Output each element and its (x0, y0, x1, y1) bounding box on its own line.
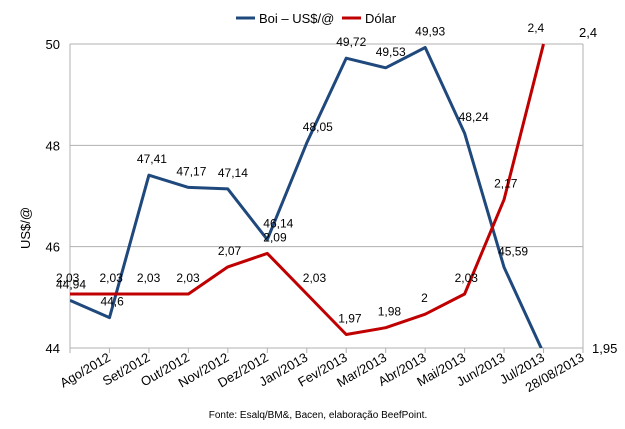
legend: Boi – US$/@ Dólar (236, 11, 397, 26)
data-label: 47,17 (176, 164, 206, 178)
data-label: 47,14 (218, 166, 248, 180)
y-tick-label: 48 (46, 138, 60, 153)
y-axis-label: US$/@ (18, 207, 33, 249)
source-note: Fonte: Esalq/BM&, Bacen, elaboração Beef… (209, 410, 427, 421)
data-label: 2,03 (56, 271, 80, 285)
data-label: 2 (421, 291, 428, 305)
data-label: 2,03 (137, 271, 161, 285)
data-label: 2,09 (263, 230, 287, 244)
data-label: 44,94 (56, 277, 86, 291)
data-label: 48,24 (459, 110, 489, 124)
data-label: 49,53 (376, 45, 406, 59)
data-label: 2,4 (528, 21, 545, 35)
series-line-boi (70, 46, 543, 348)
data-label: 2,07 (218, 244, 242, 258)
data-label: 49,72 (336, 35, 366, 49)
y-right-tick-label: 2,4 (579, 25, 597, 40)
x-axis-ticks: Ago/2012Set/2012Out/2012Nov/2012Dez/2012… (57, 348, 587, 395)
data-label: 2,03 (303, 271, 327, 285)
data-label: 48,05 (303, 120, 333, 134)
data-label: 1,98 (378, 305, 402, 319)
data-label: 44,6 (100, 295, 124, 309)
legend-label: Dólar (365, 11, 397, 26)
y-axis-right-ticks: 1,95 2,4 (579, 25, 617, 356)
y-tick-label: 50 (46, 37, 60, 52)
data-label: 46,14 (263, 217, 293, 231)
data-label: 45,59 (498, 244, 528, 258)
data-label: 2,03 (455, 271, 479, 285)
y-tick-label: 44 (46, 341, 60, 356)
y-tick-label: 46 (46, 240, 60, 255)
y-axis-left-ticks: 44 46 48 50 (46, 37, 60, 356)
data-label: 47,41 (137, 152, 167, 166)
y-right-tick-label: 1,95 (592, 341, 617, 356)
legend-label: Boi – US$/@ (259, 11, 334, 26)
series-group: 44,94 44,6 47,41 47,17 47,14 46,14 48,05 49,72 4… (56, 21, 545, 348)
data-label: 2,17 (494, 176, 518, 190)
data-label: 49,93 (415, 25, 445, 39)
series-line-dolar (70, 43, 545, 336)
data-label: 2,03 (99, 271, 123, 285)
data-label: 1,97 (338, 311, 362, 325)
data-label: 2,03 (176, 271, 200, 285)
